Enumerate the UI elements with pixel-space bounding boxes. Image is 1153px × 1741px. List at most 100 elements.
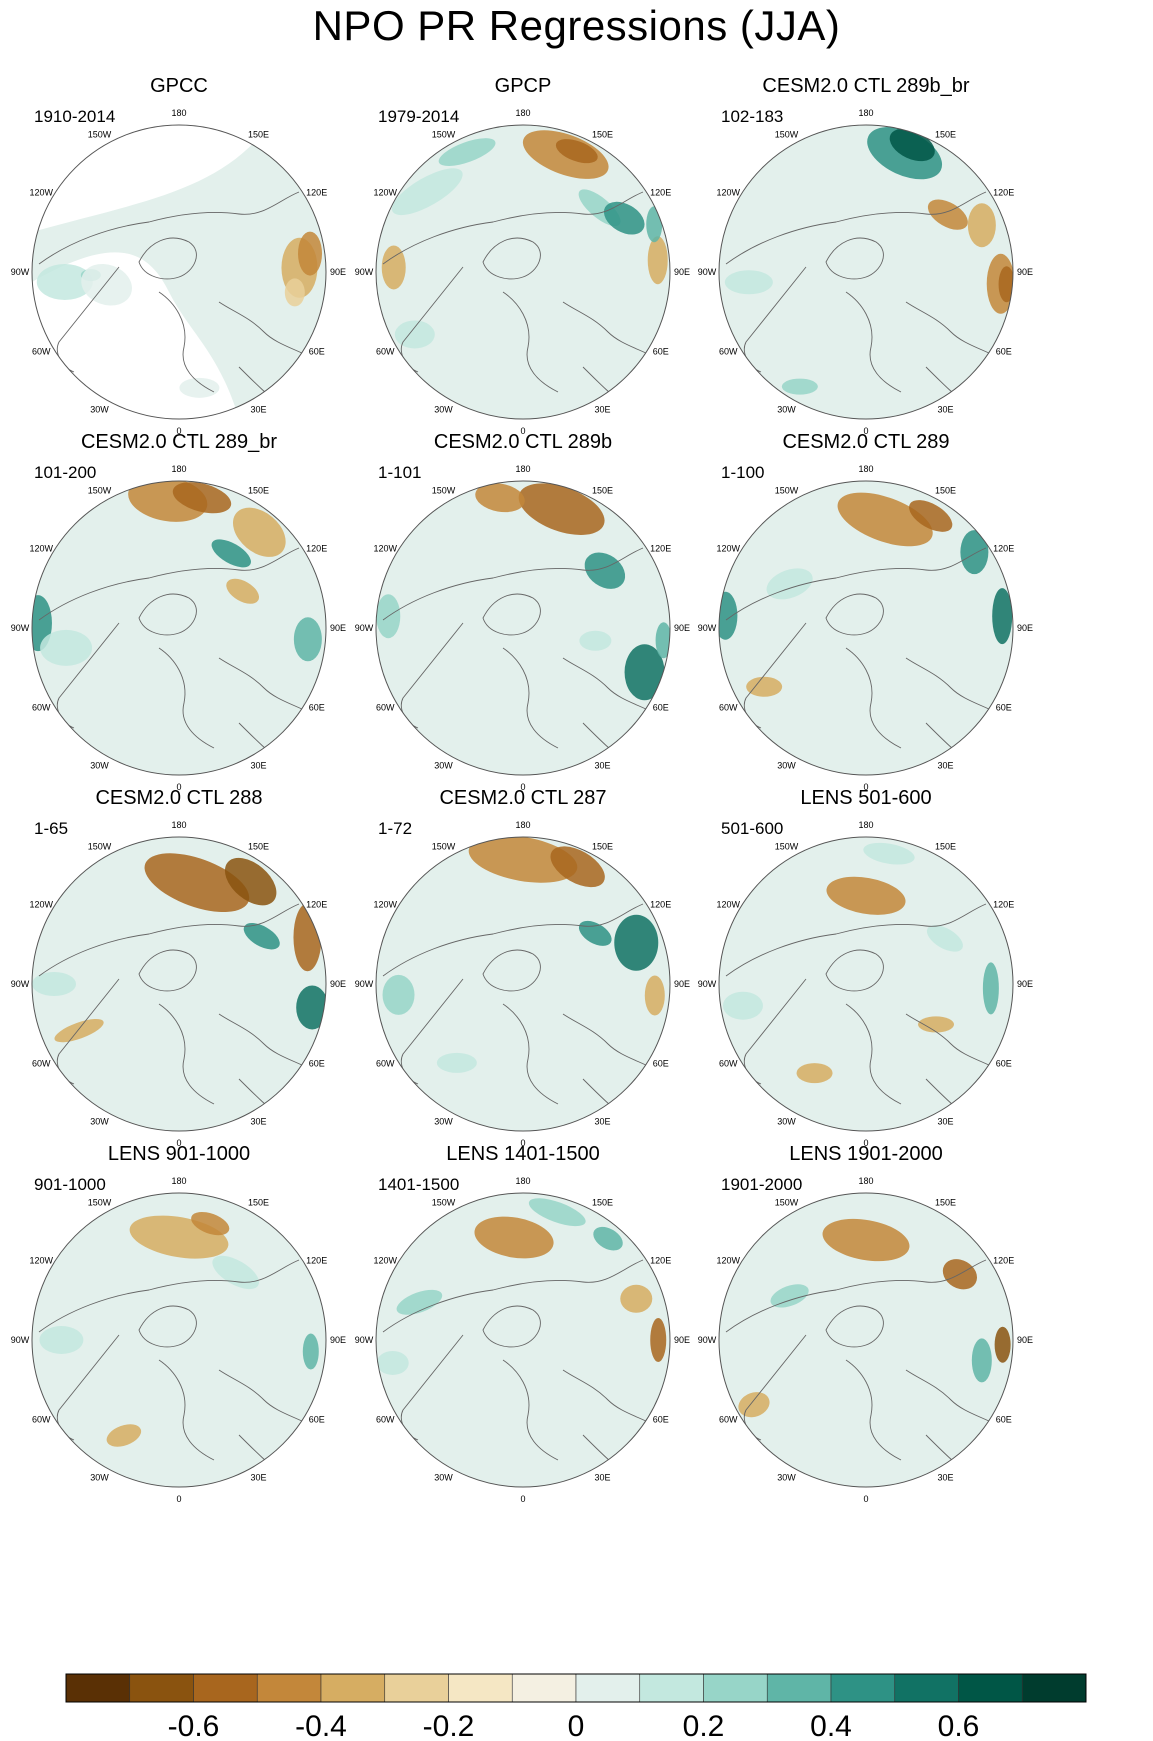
colorbar-segment [1021,1673,1087,1703]
longitude-label: 90E [330,267,346,277]
longitude-label: 180 [858,108,873,118]
longitude-label: 30W [90,405,109,415]
longitude-label: 30W [777,1473,796,1483]
longitude-label: 0 [863,426,868,436]
longitude-label: 0 [520,1138,525,1148]
colorbar-tick-label: 0 [568,1710,585,1741]
longitude-label: 0 [176,426,181,436]
polar-map: 180 150E 120E 90E 60E 30E 0 30W 60W 90W 120W 150W [698,108,1033,436]
longitude-label: 60W [376,347,395,357]
panel-title: LENS 901-1000 [107,1143,251,1165]
polar-map: 180 150E 120E 90E 60E 30E 0 30W 60W 90W 120W 150W [11,1176,346,1504]
longitude-label: 150E [248,841,269,851]
longitude-label: 120W [30,188,54,198]
panel-period: 102-183 [721,107,784,126]
panel-title: CESM2.0 CTL 289 [782,431,950,453]
longitude-label: 90E [674,979,690,989]
longitude-label: 30W [90,1117,109,1127]
colorbar-segment [958,1673,1023,1703]
longitude-label: 120W [374,1256,398,1266]
longitude-label: 90E [330,623,346,633]
longitude-label: 90E [330,979,346,989]
longitude-label: 30W [777,1117,796,1127]
longitude-label: 150E [935,485,956,495]
longitude-label: 60E [996,347,1012,357]
longitude-label: 150E [248,1197,269,1207]
longitude-label: 60E [309,347,325,357]
longitude-label: 180 [858,1176,873,1186]
longitude-label: 90W [355,267,374,277]
longitude-label: 150W [432,841,456,851]
longitude-label: 120W [374,544,398,554]
colorbar-tick-label: -0.6 [168,1710,220,1741]
longitude-label: 120W [717,1256,741,1266]
panel-title: GPCP [494,75,552,97]
colorbar-segment [256,1673,322,1703]
longitude-label: 30E [937,1117,953,1127]
colorbar-tick-label: 0.6 [938,1710,980,1741]
panel-title: CESM2.0 CTL 287 [439,787,607,809]
longitude-label: 60W [32,1059,51,1069]
longitude-label: 0 [520,1494,525,1504]
longitude-label: 60W [376,1059,395,1069]
polar-map: 180 150E 120E 90E 60E 30E 0 30W 60W 90W 120W 150W [11,464,346,792]
figure-title: NPO PR Regressions (JJA) [312,2,841,49]
colorbar-segment [575,1673,641,1703]
panel-period: 1-100 [721,463,765,482]
longitude-label: 90W [698,1335,717,1345]
colorbar-tick-label: 0.2 [683,1710,725,1741]
longitude-label: 60E [309,703,325,713]
polar-map: 180 150E 120E 90E 60E 30E 0 30W 60W 90W 120W 150W [355,464,690,792]
longitude-label: 60E [653,1415,669,1425]
longitude-label: 180 [171,108,186,118]
longitude-label: 0 [176,1494,181,1504]
map-panel: 180 150E 120E 90E 60E 30E 0 30W 60W 90W 120W 150W LE… [2,1143,382,1538]
longitude-label: 0 [863,782,868,792]
map-panel: 180 150E 120E 90E 60E 30E 0 30W 60W 90W 120W 150W CE… [2,787,382,1182]
longitude-label: 120W [30,1256,54,1266]
longitude-label: 120E [650,900,671,910]
longitude-label: 30E [937,1473,953,1483]
longitude-label: 180 [515,108,530,118]
longitude-label: 90W [11,1335,30,1345]
longitude-label: 30W [434,1473,453,1483]
longitude-label: 150W [432,129,456,139]
longitude-label: 90W [698,979,717,989]
longitude-label: 150W [432,485,456,495]
longitude-label: 120E [306,544,327,554]
longitude-label: 150W [775,129,799,139]
polar-map: 180 150E 120E 90E 60E 30E 0 30W 60W 90W 120W 150W [698,820,1033,1148]
panel-title: GPCC [150,75,208,97]
colorbar-segment [894,1673,959,1703]
longitude-label: 120W [717,900,741,910]
panel-period: 1-72 [378,819,413,838]
longitude-label: 60W [719,703,738,713]
longitude-label: 30E [250,1473,266,1483]
longitude-label: 30E [594,1117,610,1127]
longitude-label: 60W [32,347,51,357]
longitude-label: 120E [306,900,327,910]
longitude-label: 90W [355,1335,374,1345]
panel-title: LENS 501-600 [800,787,932,809]
colorbar-segment [448,1673,513,1703]
colorbar-segment [129,1673,194,1703]
panel-title: CESM2.0 CTL 289_br [80,431,277,453]
map-panel: 180 150E 120E 90E 60E 30E 0 30W 60W 90W 120W 150W LE… [689,787,1069,1182]
longitude-label: 90E [1017,979,1033,989]
longitude-label: 90E [1017,1335,1033,1345]
longitude-label: 30W [90,761,109,771]
longitude-label: 150E [935,841,956,851]
longitude-label: 180 [515,464,530,474]
panel-period: 501-600 [721,819,784,838]
colorbar-segment [639,1673,704,1703]
longitude-label: 30W [777,405,796,415]
longitude-label: 120W [30,900,54,910]
polar-map: 180 150E 120E 90E 60E 30E 0 30W 60W 90W 120W 150W [698,464,1033,792]
colorbar-segment [511,1673,577,1703]
longitude-label: 90W [11,623,30,633]
longitude-label: 30W [434,1117,453,1127]
longitude-label: 180 [515,820,530,830]
longitude-label: 150W [88,129,112,139]
longitude-label: 30E [937,761,953,771]
